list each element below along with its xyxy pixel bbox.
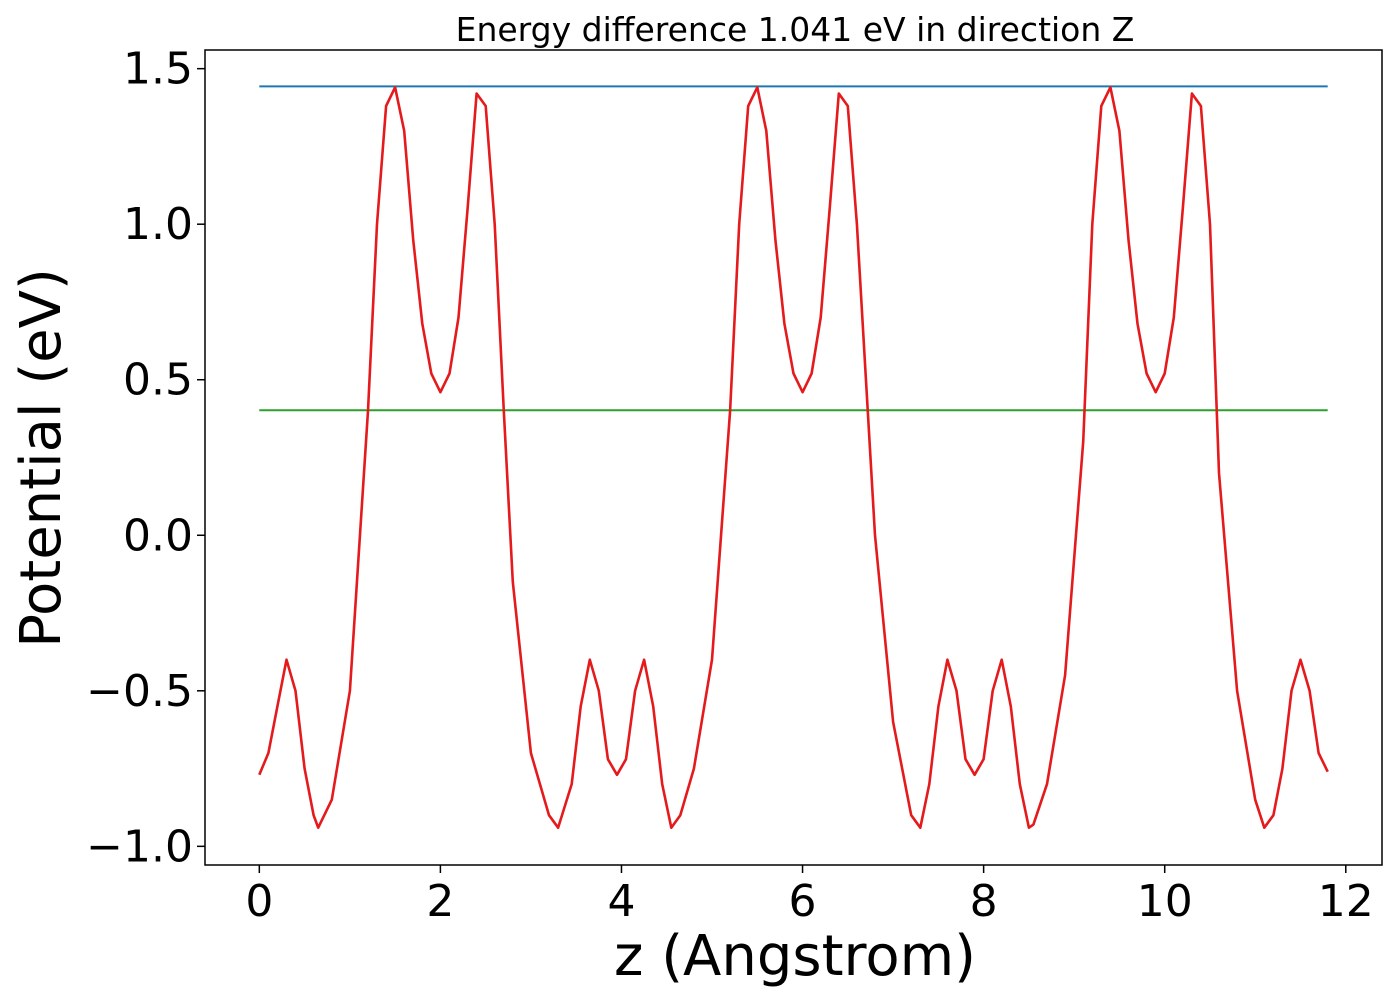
y-tick-label: −0.5: [86, 666, 193, 717]
y-axis: −1.0 −0.5 0.0 0.5 1.0 1.5: [86, 44, 205, 872]
x-tick-label: 0: [245, 876, 273, 927]
x-tick-label: 4: [607, 876, 635, 927]
x-axis: 0 2 4 6 8 10 12: [245, 865, 1374, 927]
y-tick-label: 1.5: [123, 44, 193, 95]
y-tick-label: 0.5: [123, 355, 193, 406]
chart-title: Energy difference 1.041 eV in direction …: [456, 10, 1135, 49]
series-line-2: [258, 86, 1329, 830]
y-axis-label: Potential (eV): [9, 268, 74, 648]
x-tick-label: 2: [426, 876, 454, 927]
y-tick-label: −1.0: [86, 821, 193, 872]
x-tick-label: 12: [1318, 876, 1374, 927]
x-tick-label: 8: [970, 876, 998, 927]
series-layer: [258, 85, 1329, 830]
y-tick-label: 0.0: [123, 510, 193, 561]
plot-frame: [204, 49, 1383, 866]
x-tick-label: 6: [789, 876, 817, 927]
x-axis-label: z (Angstrom): [614, 924, 976, 989]
x-tick-label: 10: [1137, 876, 1193, 927]
y-tick-label: 1.0: [123, 199, 193, 250]
